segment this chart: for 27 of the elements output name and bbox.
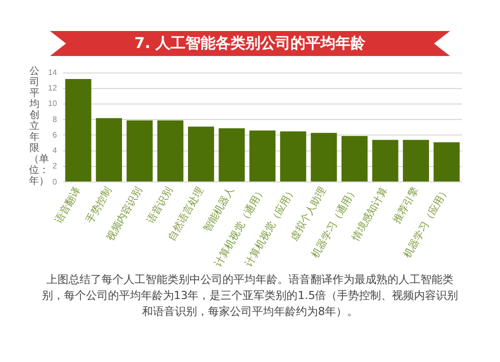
bar xyxy=(402,140,429,182)
y-tick-label: 0 xyxy=(52,177,58,186)
bar xyxy=(372,140,398,182)
text: 上图总结了每个人工智能类别中公司的平均年龄。语音翻译作为最成熟的人工智能类别，每个公司的平均年龄为13年，是三个亚军类别的1.5倍（手势控制、视频内容识别和语音识别，每家公司平均年龄约为8年）。 xyxy=(40,272,460,320)
bar xyxy=(126,120,153,182)
y-tick-label: 4 xyxy=(52,146,58,156)
y-tick-label: 2 xyxy=(52,162,58,171)
bar xyxy=(65,79,92,182)
bar xyxy=(280,131,306,182)
bar xyxy=(342,136,368,182)
x-tick-label: 推荐引擎 xyxy=(390,184,421,226)
y-tick-label: 14 xyxy=(48,68,58,78)
bar xyxy=(310,132,337,182)
x-tick-label: 语音识别 xyxy=(144,184,176,226)
bar xyxy=(157,120,184,182)
y-tick-label: 12 xyxy=(48,84,58,93)
text: 公司平均创立年限（单位：年） xyxy=(29,66,49,187)
bar xyxy=(249,130,276,182)
y-tick-label: 6 xyxy=(52,130,58,140)
x-tick-label: 语音翻译 xyxy=(52,184,84,226)
x-tick-label: 手势控制 xyxy=(84,184,114,226)
y-tick-label: 8 xyxy=(52,114,58,124)
bar xyxy=(96,118,122,182)
bar xyxy=(218,128,245,182)
y-tick-label: 10 xyxy=(48,99,58,108)
bar xyxy=(434,142,460,182)
bar xyxy=(188,126,214,182)
